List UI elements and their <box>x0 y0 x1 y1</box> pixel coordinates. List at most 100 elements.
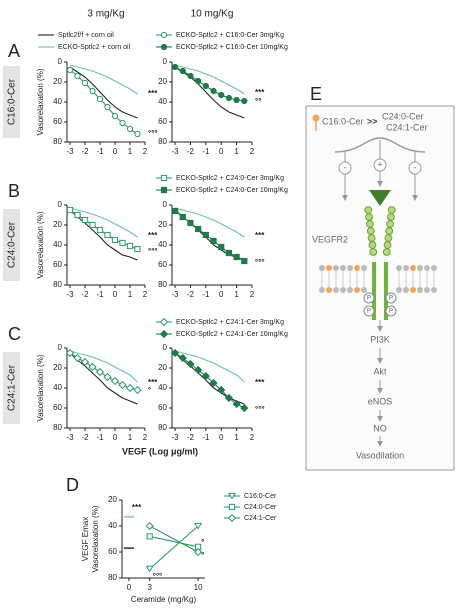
x-tick-label: -1 <box>202 290 210 299</box>
data-point <box>133 385 142 395</box>
x-tick-label: -2 <box>187 433 195 442</box>
data-point <box>202 231 209 239</box>
ligand: C16:0-Cer <box>322 116 364 126</box>
y-tick-label: 0 <box>163 343 168 352</box>
series-line <box>69 209 138 261</box>
lipid-head <box>354 287 360 293</box>
y-tick-label: 20 <box>108 495 117 504</box>
effect-circle <box>408 161 422 175</box>
data-point <box>96 226 104 234</box>
data-point <box>146 533 153 540</box>
y-tick-label: 40 <box>158 240 167 249</box>
data-point <box>240 403 249 413</box>
relation: >> <box>367 116 378 126</box>
lipid-head <box>403 265 409 271</box>
effect-circle <box>338 161 352 175</box>
phospho: P <box>389 309 393 315</box>
x-axis-label: Ceramide (mg/Kg) <box>131 595 197 604</box>
x-tick-label: 2 <box>143 290 148 299</box>
data-point <box>201 371 210 381</box>
y-tick-label: 80 <box>158 280 167 289</box>
x-tick-label: 1 <box>128 290 133 299</box>
series-line <box>69 207 138 238</box>
phospho: P <box>389 296 393 302</box>
transmembrane <box>372 262 376 320</box>
data-point <box>111 112 119 120</box>
legend-label: Sptlc2f/f + corn oil <box>58 32 114 39</box>
legend-label: ECKO-Sptlc2 + C16:0-Cer 3mg/Kg <box>176 32 284 39</box>
annotation: *** <box>148 231 158 240</box>
data-point <box>95 367 105 377</box>
effect: + <box>377 159 382 169</box>
y-tick-label: 80 <box>53 280 62 289</box>
pathway-step: Vasodilation <box>356 450 404 460</box>
other-ceramide: C24:1-Cer <box>386 122 428 132</box>
y-axis-label: Vasorelaxation (%) <box>36 354 45 421</box>
data-point <box>202 82 209 90</box>
y-tick-label: 0 <box>58 343 63 352</box>
data-point <box>171 207 179 215</box>
receptor <box>364 206 396 320</box>
annotation: *** <box>255 378 265 387</box>
other-ceramide: C24:0-Cer <box>382 111 424 121</box>
series-line <box>69 350 138 383</box>
y-tick-label: 80 <box>53 137 62 146</box>
phospho: P <box>367 309 371 315</box>
data-point <box>193 547 203 557</box>
y-axis-label: Vasorelaxation (%) <box>91 505 100 572</box>
series-line <box>69 209 138 250</box>
x-tick-label: 0 <box>113 290 118 299</box>
y-tick-label: 60 <box>158 260 167 269</box>
y-axis-label: Vasorelaxation (%) <box>36 211 45 278</box>
x-tick-label: 2 <box>250 433 255 442</box>
panel-letter: E <box>310 84 322 104</box>
annotation: ° <box>201 538 204 547</box>
x-tick-label: -3 <box>66 290 74 299</box>
y-tick-label: 40 <box>158 97 167 106</box>
data-point <box>210 87 217 95</box>
series-line <box>174 66 245 119</box>
receptor-bead <box>365 213 373 221</box>
row-label: C24:0-Cer <box>7 221 18 268</box>
data-point <box>104 103 111 111</box>
lipid-head <box>347 265 353 271</box>
lipid-head <box>410 287 416 293</box>
data-point <box>178 353 187 363</box>
panel-letter: C <box>8 324 21 344</box>
series-line <box>69 69 138 135</box>
annotation: ° <box>201 551 204 560</box>
y-tick-label: 20 <box>158 220 167 229</box>
receptor-bead <box>368 241 377 249</box>
legend-label: ECKO-Sptlc2 + C24:1-Cer 3mg/Kg <box>176 319 284 326</box>
row-label: C16:0-Cer <box>7 78 18 125</box>
series-line <box>69 66 138 119</box>
receptor-bead <box>386 220 394 228</box>
lipid-head <box>424 287 430 293</box>
data-point <box>125 383 135 393</box>
series-line <box>174 352 245 405</box>
x-tick-label: -1 <box>96 433 104 442</box>
receptor-bead <box>387 206 396 214</box>
series-line <box>69 352 138 405</box>
data-point <box>119 239 126 247</box>
legend-label: ECKO-Sptlc2 + C24:0-Cer 10mg/Kg <box>176 187 288 194</box>
pathway-step: Akt <box>373 366 387 376</box>
legend-label: ECKO-Sptlc2 + corn oil <box>58 44 131 51</box>
phospho-circle <box>385 305 397 317</box>
data-point <box>195 225 202 233</box>
data-point <box>118 380 127 390</box>
x-tick-label: 1 <box>234 433 239 442</box>
x-tick-label: -3 <box>172 147 180 156</box>
column-header: 10 mg/Kg <box>191 9 234 20</box>
legend-marker <box>160 31 168 39</box>
data-point <box>187 219 194 227</box>
data-point <box>89 221 96 229</box>
x-tick-label: -2 <box>187 147 195 156</box>
receptor-bead <box>366 220 374 228</box>
lipid-head <box>361 265 367 271</box>
lipid-head <box>319 287 325 293</box>
series-line <box>174 207 245 238</box>
series-line <box>174 64 245 95</box>
x-tick-label: 1 <box>234 290 239 299</box>
